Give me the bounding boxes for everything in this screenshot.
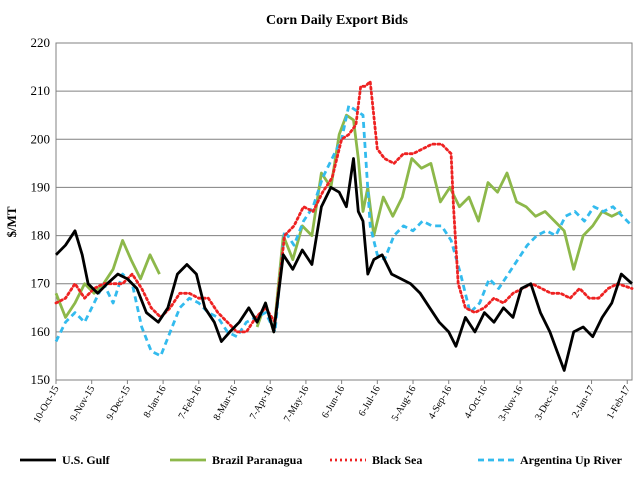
y-tick-label: 150 xyxy=(31,372,51,387)
x-tick-label: 6-Jul-16 xyxy=(357,384,383,418)
x-tick-label: 7-Apr-16 xyxy=(248,384,276,422)
x-tick-label: 3-Nov-16 xyxy=(497,384,526,423)
legend: U.S. Gulf Brazil Paranagua Black Sea Argent… xyxy=(20,453,623,467)
x-tick-label: 4-Sep-16 xyxy=(426,384,454,421)
series-u-s-gulf-line xyxy=(55,157,633,372)
x-tick-label: 7-May-16 xyxy=(282,384,312,424)
series-argentina-up-river-line xyxy=(54,104,633,358)
y-tick-label: 220 xyxy=(31,35,51,50)
x-axis-ticks: 10-Oct-15 9-Nov-15 9-Dec-15 8-Jan-16 7-Feb-1… xyxy=(32,380,633,425)
y-axis-ticks: 150 160 170 180 190 200 210 220 xyxy=(31,35,51,387)
legend-label: Black Sea xyxy=(372,453,422,467)
legend-label: U.S. Gulf xyxy=(62,453,111,467)
y-tick-label: 200 xyxy=(31,131,51,146)
x-tick-label: 9-Nov-15 xyxy=(68,384,97,423)
legend-label: Brazil Paranagua xyxy=(212,453,302,467)
y-tick-label: 180 xyxy=(31,228,51,243)
x-tick-label: 8-Mar-16 xyxy=(212,384,241,423)
series-brazil-paranagua-line xyxy=(54,239,161,319)
x-tick-label: 7-Feb-16 xyxy=(177,384,205,421)
plot-area xyxy=(55,42,633,381)
x-tick-label: 10-Oct-15 xyxy=(32,384,62,425)
x-tick-label: 8-Jan-16 xyxy=(142,384,169,420)
y-axis-label: $/MT xyxy=(4,206,19,237)
x-tick-label: 4-Oct-16 xyxy=(462,384,490,421)
y-tick-label: 160 xyxy=(31,324,51,339)
y-tick-label: 170 xyxy=(31,276,51,291)
legend-label: Argentina Up River xyxy=(520,453,623,467)
x-tick-label: 5-Aug-16 xyxy=(390,384,419,423)
x-tick-label: 3-Dec-16 xyxy=(533,384,561,422)
x-tick-label: 6-Jun-16 xyxy=(320,384,347,420)
series-layer xyxy=(54,80,634,372)
x-tick-label: 2-Jan-17 xyxy=(570,384,597,420)
x-tick-label: 1-Feb-17 xyxy=(605,384,633,421)
series-brazil-paranagua-line xyxy=(255,113,622,334)
x-tick-label: 9-Dec-15 xyxy=(105,384,133,422)
y-tick-label: 210 xyxy=(31,83,51,98)
chart-title: Corn Daily Export Bids xyxy=(266,13,409,28)
y-tick-label: 190 xyxy=(31,179,51,194)
